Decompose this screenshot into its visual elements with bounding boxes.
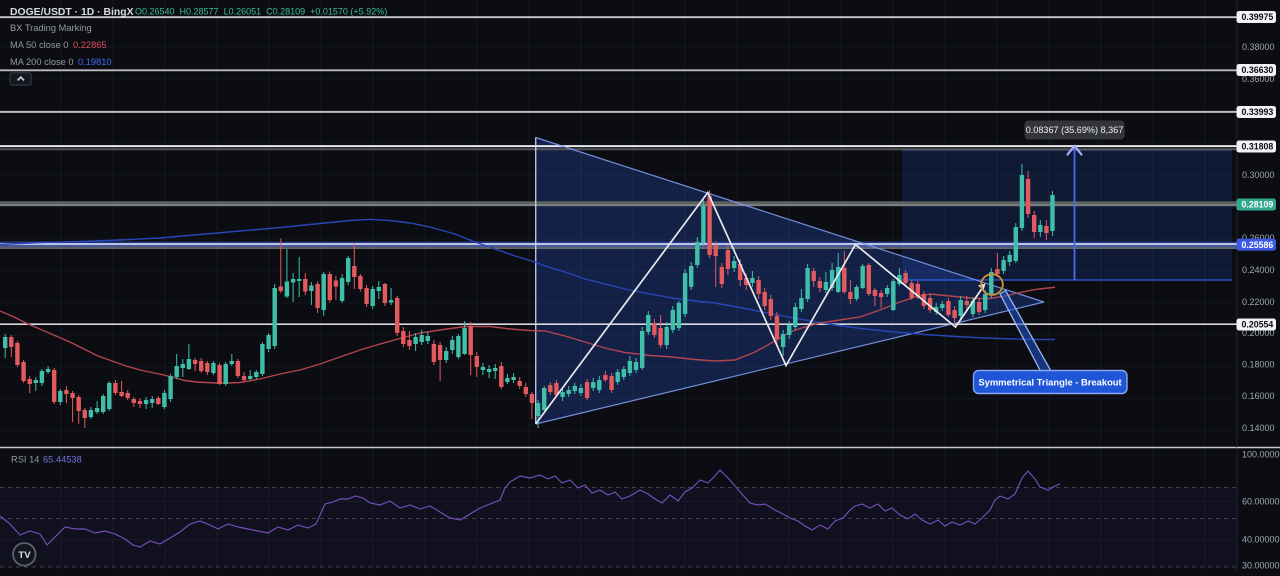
svg-text:0.19810: 0.19810 <box>78 57 112 67</box>
svg-text:0.28109: 0.28109 <box>1242 200 1274 210</box>
svg-text:0.20000: 0.20000 <box>1242 328 1275 338</box>
svg-text:BX Trading Marking: BX Trading Marking <box>10 23 92 33</box>
svg-text:65.44538: 65.44538 <box>43 454 82 464</box>
svg-text:0.30000: 0.30000 <box>1242 170 1275 180</box>
svg-text:Symmetrical Triangle - Breakou: Symmetrical Triangle - Breakout <box>978 377 1121 388</box>
svg-text:RSI 14: RSI 14 <box>11 454 39 464</box>
svg-text:0.24000: 0.24000 <box>1242 265 1275 275</box>
svg-text:MA 200 close 0: MA 200 close 0 <box>10 57 74 67</box>
svg-text:O0.26540 H0.28577 L0.26051: O0.26540 H0.28577 L0.26051 C0.28109 +0.0… <box>135 7 387 17</box>
svg-text:0.22865: 0.22865 <box>73 40 107 50</box>
svg-text:30.00000: 30.00000 <box>1242 561 1280 571</box>
svg-text:0.39975: 0.39975 <box>1242 12 1274 22</box>
svg-text:0.31808: 0.31808 <box>1242 142 1274 152</box>
svg-text:60.00000: 60.00000 <box>1242 497 1280 507</box>
svg-text:100.00000: 100.00000 <box>1242 450 1280 460</box>
svg-text:TV: TV <box>18 550 31 561</box>
svg-text:0.14000: 0.14000 <box>1242 423 1275 433</box>
svg-text:0.36630: 0.36630 <box>1242 65 1274 75</box>
svg-text:MA 50 close 0: MA 50 close 0 <box>10 40 68 50</box>
svg-text:40.00000: 40.00000 <box>1242 535 1280 545</box>
svg-text:0.20554: 0.20554 <box>1242 320 1274 330</box>
svg-text:0.08367 (35.69%) 8,367: 0.08367 (35.69%) 8,367 <box>1026 125 1124 135</box>
svg-text:0.26000: 0.26000 <box>1242 233 1275 243</box>
svg-text:0.25586: 0.25586 <box>1242 240 1274 250</box>
svg-text:0.33993: 0.33993 <box>1242 107 1274 117</box>
svg-text:DOGE/USDT · 1D · BingX: DOGE/USDT · 1D · BingX <box>10 7 134 18</box>
svg-text:0.22000: 0.22000 <box>1242 297 1275 307</box>
svg-text:0.16000: 0.16000 <box>1242 391 1275 401</box>
svg-text:0.36000: 0.36000 <box>1242 74 1275 84</box>
svg-text:0.38000: 0.38000 <box>1242 42 1275 52</box>
svg-text:0.18000: 0.18000 <box>1242 360 1275 370</box>
